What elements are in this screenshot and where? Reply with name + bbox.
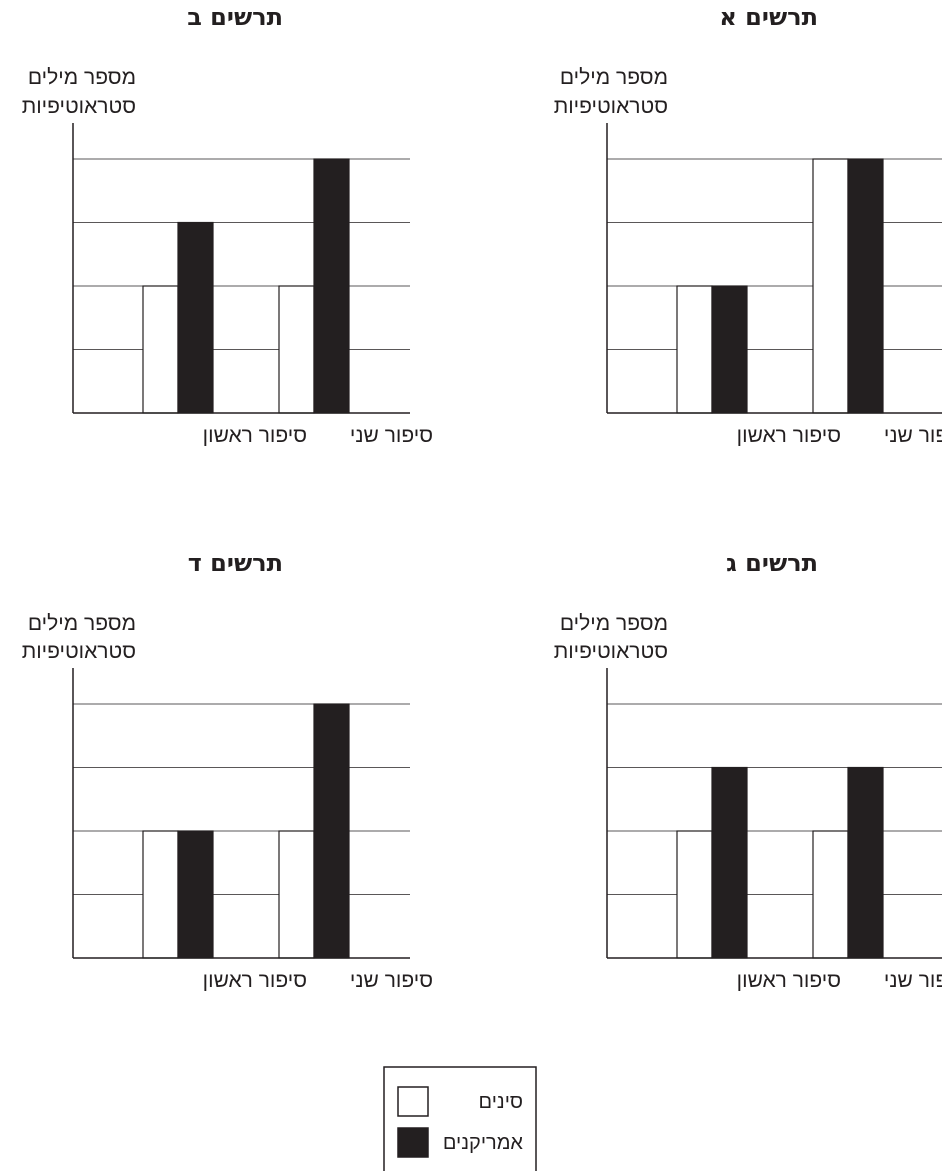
bar-chinese (812, 158, 849, 414)
category-label: סיפור ראשון (203, 424, 307, 447)
chart-title: תרשים א (719, 3, 818, 31)
category-label: סיפור שני (884, 424, 942, 447)
bar-american (711, 285, 748, 414)
bar-american (177, 830, 214, 959)
bar-american (847, 766, 884, 959)
category-label: סיפור שני (350, 969, 433, 992)
legend-swatch-american (397, 1127, 429, 1158)
y-axis-label: מספר מילים (560, 66, 668, 89)
category-label: סיפור ראשון (203, 969, 307, 992)
charts-group: תרשים א מספר מילים סטראוטיפיות סיפור ראשון ס… (22, 3, 942, 992)
bar-chinese (278, 285, 315, 414)
bar-chinese (676, 285, 713, 414)
chart-panel: תרשים א מספר מילים סטראוטיפיות סיפור ראשון ס… (554, 3, 942, 447)
y-axis-label: מספר מילים (28, 612, 136, 635)
bar-chinese (676, 830, 713, 959)
chart-title: תרשים ג (726, 549, 818, 577)
bar-american (711, 766, 748, 959)
chart-panel: תרשים ב מספר מילים סטראוטיפיות סיפור ראשון ס… (22, 3, 433, 447)
y-axis-label: סטראוטיפיות (554, 640, 668, 663)
legend: סינים אמריקנים (383, 1066, 537, 1171)
category-label: סיפור ראשון (737, 969, 841, 992)
category-label: סיפור שני (884, 969, 942, 992)
bar-chinese (142, 830, 179, 959)
category-label: סיפור שני (350, 424, 433, 447)
bar-american (313, 158, 350, 414)
bar-chinese (278, 830, 315, 959)
bar-chinese (812, 830, 849, 959)
y-axis-label: מספר מילים (28, 66, 136, 89)
y-axis-label: סטראוטיפיות (554, 95, 668, 118)
y-axis-label: סטראוטיפיות (22, 95, 136, 118)
legend-label-american: אמריקנים (443, 1132, 524, 1154)
chart-panel: תרשים ד מספר מילים סטראוטיפיות סיפור ראשון ס… (22, 549, 433, 992)
category-label: סיפור ראשון (737, 424, 841, 447)
chart-title: תרשים ד (188, 549, 283, 577)
chart-panel: תרשים ג מספר מילים סטראוטיפיות סיפור ראשון ס… (554, 549, 942, 992)
y-axis-label: סטראוטיפיות (22, 640, 136, 663)
bar-american (177, 221, 214, 414)
bar-american (313, 703, 350, 959)
chart-title: תרשים ב (187, 3, 283, 31)
bar-american (847, 158, 884, 414)
legend-swatch-chinese (397, 1086, 429, 1117)
y-axis-label: מספר מילים (560, 612, 668, 635)
bar-chinese (142, 285, 179, 414)
legend-label-chinese: סינים (479, 1091, 523, 1113)
